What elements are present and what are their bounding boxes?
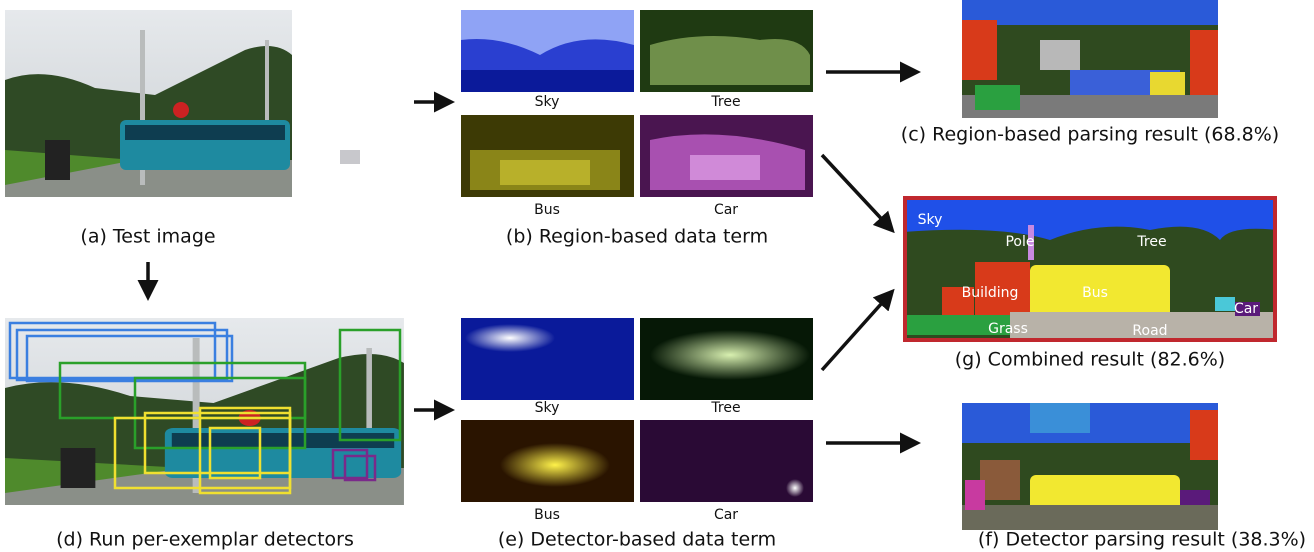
label: Car [714, 507, 738, 523]
label: Grass [988, 321, 1028, 337]
arrow [822, 155, 890, 228]
label: Sky [535, 400, 560, 416]
label: Pole [1005, 234, 1034, 250]
label: Tree [1136, 234, 1166, 250]
label: Bus [534, 507, 560, 523]
region-result [962, 0, 1218, 118]
label: Sky [535, 94, 560, 110]
label: Car [714, 202, 738, 218]
test-image [5, 10, 360, 197]
caption: (d) Run per-exemplar detectors [56, 529, 354, 551]
caption: (g) Combined result (82.6%) [955, 349, 1225, 371]
caption: (f) Detector parsing result (38.3%) [978, 529, 1306, 551]
figure: (a) Test image (d) Run per-exemplar dete… [0, 0, 1314, 552]
label: Bus [1082, 285, 1108, 301]
label: Car [1234, 301, 1258, 317]
label: Bus [534, 202, 560, 218]
label: Sky [918, 212, 943, 228]
label: Building [962, 285, 1019, 301]
arrow [822, 294, 890, 370]
caption: (b) Region-based data term [506, 226, 768, 248]
label: Road [1132, 323, 1167, 339]
detector-tiles [461, 318, 813, 502]
label: Tree [710, 94, 740, 110]
label: Tree [710, 400, 740, 416]
region-tiles [461, 10, 813, 197]
detector-result [962, 403, 1218, 530]
caption: (a) Test image [80, 226, 215, 248]
caption: (c) Region-based parsing result (68.8%) [901, 124, 1279, 146]
combined-result [903, 196, 1277, 342]
caption: (e) Detector-based data term [498, 529, 776, 551]
